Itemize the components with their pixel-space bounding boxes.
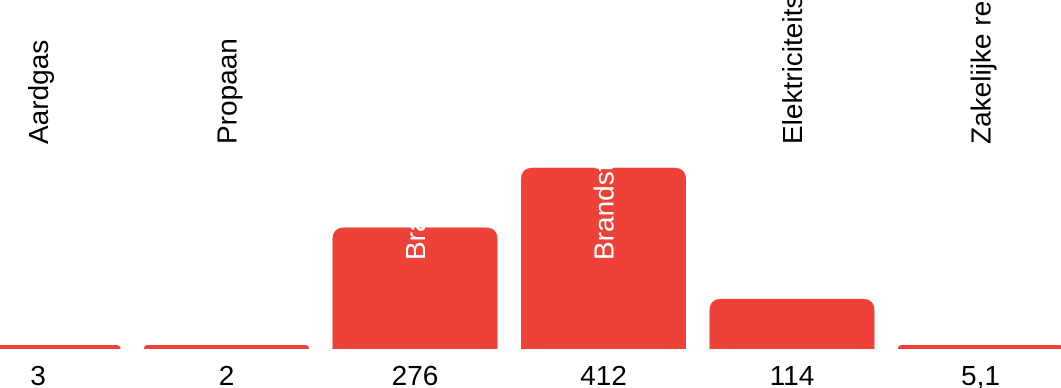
- category-labels-group: Aardgas Propaan Brandstof wagenpark Brandst…: [23, 0, 997, 260]
- value-label-brandstof-wagenpark: 276: [392, 360, 439, 388]
- bar-brandstof-materieel: [521, 167, 686, 349]
- category-label-zakelijke-reizen: Zakelijke reizen: [966, 0, 997, 144]
- bar-propaan: [144, 345, 309, 349]
- value-label-aardgas: 3: [30, 360, 46, 388]
- bar-elektriciteitsverbruik: [709, 298, 875, 349]
- value-label-zakelijke-reizen: 5,1: [961, 360, 1000, 388]
- category-label-propaan: Propaan: [212, 38, 243, 144]
- bar-brandstof-wagenpark: [332, 227, 498, 349]
- category-label-elektriciteitsverbruik: Elektriciteitsverbruik: [777, 0, 808, 144]
- bar-zakelijke-reizen: [898, 345, 1061, 349]
- value-label-brandstof-materieel: 412: [580, 360, 627, 388]
- value-label-propaan: 2: [219, 360, 235, 388]
- category-label-brandstof-wagenpark: Brandstof wagenpark: [400, 0, 431, 260]
- bar-aardgas: [0, 345, 121, 349]
- category-label-brandstof-materieel: Brandstof materieel: [589, 17, 620, 260]
- category-label-aardgas: Aardgas: [23, 40, 54, 144]
- bars-group: [0, 167, 1061, 349]
- value-label-elektriciteitsverbruik: 114: [770, 360, 815, 388]
- value-labels-group: 3 2 276 412 114 5,1: [30, 360, 1000, 388]
